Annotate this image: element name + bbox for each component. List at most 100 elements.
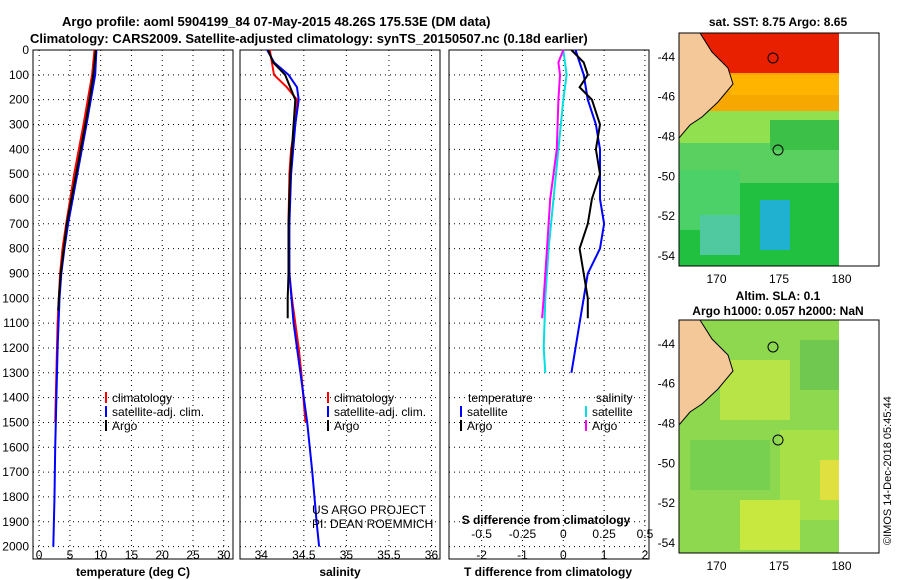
legend-t-satellite: satellite xyxy=(467,405,508,419)
map-lat-tick: -48 xyxy=(658,130,676,144)
salinity-legend: climatology satellite-adj. clim. Argo xyxy=(327,391,426,433)
series-line-s-satellite xyxy=(542,49,568,373)
map-lat-tick: -50 xyxy=(658,169,676,183)
series-line-argo xyxy=(57,49,97,311)
depth-tick-label: 400 xyxy=(9,142,29,156)
temperature-xlabel: temperature (deg C) xyxy=(76,565,190,579)
map-lat-tick: -44 xyxy=(658,50,676,64)
map-lon-tick: 175 xyxy=(769,559,789,573)
map-lon-tick: 180 xyxy=(831,559,851,573)
map-lon-tick: 170 xyxy=(706,559,726,573)
sst-map xyxy=(679,33,879,266)
figure-title-line2: Climatology: CARS2009. Satellite-adjuste… xyxy=(30,31,588,46)
sst-map-frame xyxy=(678,32,880,267)
legend-salinity-heading: salinity xyxy=(596,391,633,405)
x-tick-label: 34.5 xyxy=(292,548,316,562)
series-line-argo xyxy=(267,49,297,319)
depth-tick-label: 1400 xyxy=(2,391,29,405)
salinity-panel xyxy=(239,49,441,560)
legend-argo: Argo xyxy=(334,419,360,433)
figure-title-line1: Argo profile: aoml 5904199_84 07-May-201… xyxy=(62,14,491,29)
legend-s-satellite: satellite xyxy=(592,405,633,419)
depth-tick-label: 1500 xyxy=(2,415,29,429)
x-tick-label: 5 xyxy=(67,548,74,562)
depth-tick-label: 700 xyxy=(9,217,29,231)
sla-map-subtitle: Argo h1000: 0.057 h2000: NaN xyxy=(692,304,863,318)
x-tick-label: 10 xyxy=(94,548,108,562)
s-tick-label: 0.25 xyxy=(592,527,616,541)
depth-tick-label: 300 xyxy=(9,117,29,131)
x-tick-label: 35.5 xyxy=(377,548,401,562)
legend-t-argo: Argo xyxy=(467,419,493,433)
s-tick-label: -0.5 xyxy=(471,527,492,541)
x-tick-label: -1 xyxy=(517,548,528,562)
temperature-legend: climatology satellite-adj. clim. Argo xyxy=(105,391,204,433)
depth-tick-label: 2000 xyxy=(2,540,29,554)
sla-map-title: Altim. SLA: 0.1 xyxy=(736,289,821,303)
s-tick-label: 0.5 xyxy=(637,527,654,541)
depth-tick-label: 100 xyxy=(9,68,29,82)
map-lat-tick: -54 xyxy=(658,536,676,550)
temperature-panel xyxy=(32,49,234,560)
x-tick-label: 35 xyxy=(340,548,354,562)
x-tick-label: -2 xyxy=(476,548,487,562)
x-tick-label: 34 xyxy=(255,548,269,562)
map-lat-tick: -46 xyxy=(658,377,676,391)
depth-tick-label: 1600 xyxy=(2,440,29,454)
depth-tick-label: 1200 xyxy=(2,341,29,355)
x-tick-label: 0 xyxy=(36,548,43,562)
x-tick-label: 15 xyxy=(125,548,139,562)
map-lat-tick: -44 xyxy=(658,337,676,351)
depth-tick-label: 600 xyxy=(9,192,29,206)
map-lat-tick: -50 xyxy=(658,456,676,470)
s-difference-label: S difference from climatology xyxy=(462,513,631,527)
map-lat-tick: -52 xyxy=(658,209,676,223)
sla-map-frame xyxy=(678,319,880,554)
map-lat-tick: -46 xyxy=(658,90,676,104)
map-lon-tick: 180 xyxy=(831,272,851,286)
depth-tick-label: 1700 xyxy=(2,465,29,479)
series-line-t-argo xyxy=(570,49,602,319)
map-lat-tick: -54 xyxy=(658,249,676,263)
legend-temperature-heading: temperature xyxy=(468,391,533,405)
x-tick-label: 20 xyxy=(156,548,170,562)
depth-tick-label: 1100 xyxy=(3,316,29,330)
x-tick-label: 0 xyxy=(560,548,567,562)
depth-tick-label: 1900 xyxy=(2,515,29,529)
legend-climatology: climatology xyxy=(112,391,172,405)
depth-tick-label: 1000 xyxy=(2,291,29,305)
difference-xlabel: T difference from climatology xyxy=(464,565,632,579)
depth-tick-label: 800 xyxy=(9,242,29,256)
x-tick-label: 2 xyxy=(642,548,649,562)
map-lat-tick: -52 xyxy=(658,496,676,510)
argo-location-marker xyxy=(772,434,784,446)
series-line-t-satellite xyxy=(570,49,606,373)
depth-axis: 0 100 200 300 400 500 600 700 800 900 1000 1100 1200… xyxy=(2,43,29,554)
depth-tick-label: 900 xyxy=(9,266,29,280)
s-tick-label: 0 xyxy=(560,527,567,541)
depth-tick-label: 1300 xyxy=(2,366,29,380)
depth-tick-label: 1800 xyxy=(2,490,29,504)
x-tick-label: 36 xyxy=(425,548,439,562)
series-line-s-argo xyxy=(541,49,565,319)
difference-panel xyxy=(448,49,650,560)
salinity-xlabel: salinity xyxy=(319,565,361,579)
depth-tick-label: 0 xyxy=(22,43,29,57)
depth-tick-label: 500 xyxy=(9,167,29,181)
legend-satellite: satellite-adj. clim. xyxy=(112,405,204,419)
sla-map xyxy=(679,320,879,553)
map-lon-tick: 175 xyxy=(769,272,789,286)
legend-climatology: climatology xyxy=(334,391,394,405)
difference-legend: temperature satellite Argo salinity sate… xyxy=(460,391,633,433)
credit-pi: PI: DEAN ROEMMICH xyxy=(312,517,433,531)
depth-tick-label: 200 xyxy=(9,93,29,107)
sst-map-title: sat. SST: 8.75 Argo: 8.65 xyxy=(709,15,848,29)
imos-watermark: ©IMOS 14-Dec-2018 05:45:44 xyxy=(882,396,894,545)
x-tick-label: 25 xyxy=(186,548,200,562)
legend-s-argo: Argo xyxy=(592,419,618,433)
argo-location-marker xyxy=(772,144,784,156)
map-lon-tick: 170 xyxy=(706,272,726,286)
credit-project: US ARGO PROJECT xyxy=(312,503,427,517)
legend-satellite: satellite-adj. clim. xyxy=(334,405,426,419)
